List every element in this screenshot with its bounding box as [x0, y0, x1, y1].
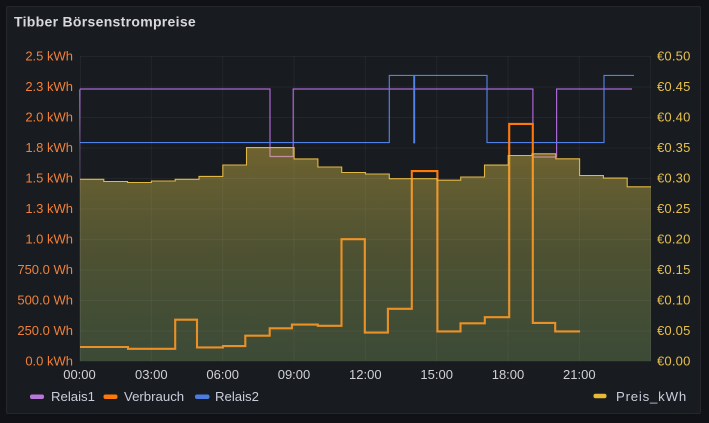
svg-text:Tibber Börsenstrompreise: Tibber Börsenstrompreise — [14, 14, 196, 30]
svg-text:2.5 kWh: 2.5 kWh — [25, 49, 73, 64]
svg-text:03:00: 03:00 — [135, 367, 168, 382]
svg-text:€0.25: €0.25 — [657, 201, 691, 216]
svg-text:€0.50: €0.50 — [657, 49, 691, 64]
svg-text:2.3 kWh: 2.3 kWh — [25, 79, 73, 94]
svg-text:21:00: 21:00 — [563, 367, 596, 382]
svg-text:€0.20: €0.20 — [657, 232, 691, 247]
svg-text:15:00: 15:00 — [420, 367, 453, 382]
svg-text:06:00: 06:00 — [206, 367, 239, 382]
svg-text:€0.05: €0.05 — [657, 323, 691, 338]
svg-text:Relais1: Relais1 — [51, 389, 95, 404]
svg-text:€0.35: €0.35 — [657, 140, 691, 155]
svg-text:09:00: 09:00 — [278, 367, 311, 382]
svg-text:1.5 kWh: 1.5 kWh — [25, 171, 73, 186]
svg-text:2.0 kWh: 2.0 kWh — [25, 110, 73, 125]
svg-text:€0.40: €0.40 — [657, 110, 691, 125]
svg-text:0.0 kWh: 0.0 kWh — [25, 354, 73, 369]
svg-text:€0.15: €0.15 — [657, 262, 691, 277]
svg-text:€0.30: €0.30 — [657, 171, 691, 186]
svg-text:€0.45: €0.45 — [657, 79, 691, 94]
svg-text:250.0 Wh: 250.0 Wh — [17, 323, 73, 338]
svg-text:00:00: 00:00 — [63, 367, 96, 382]
svg-text:€0.00: €0.00 — [657, 354, 691, 369]
svg-text:Verbrauch: Verbrauch — [124, 389, 184, 404]
svg-text:500.0 Wh: 500.0 Wh — [17, 293, 73, 308]
svg-text:1.3 kWh: 1.3 kWh — [25, 201, 73, 216]
svg-text:18:00: 18:00 — [492, 367, 525, 382]
svg-text:750.0 Wh: 750.0 Wh — [17, 262, 73, 277]
svg-text:1.0 kWh: 1.0 kWh — [25, 232, 73, 247]
svg-text:1.8 kWh: 1.8 kWh — [25, 140, 73, 155]
svg-text:Relais2: Relais2 — [215, 389, 259, 404]
svg-text:12:00: 12:00 — [349, 367, 382, 382]
svg-text:€0.10: €0.10 — [657, 293, 691, 308]
svg-text:Preis_kWh: Preis_kWh — [616, 389, 687, 404]
